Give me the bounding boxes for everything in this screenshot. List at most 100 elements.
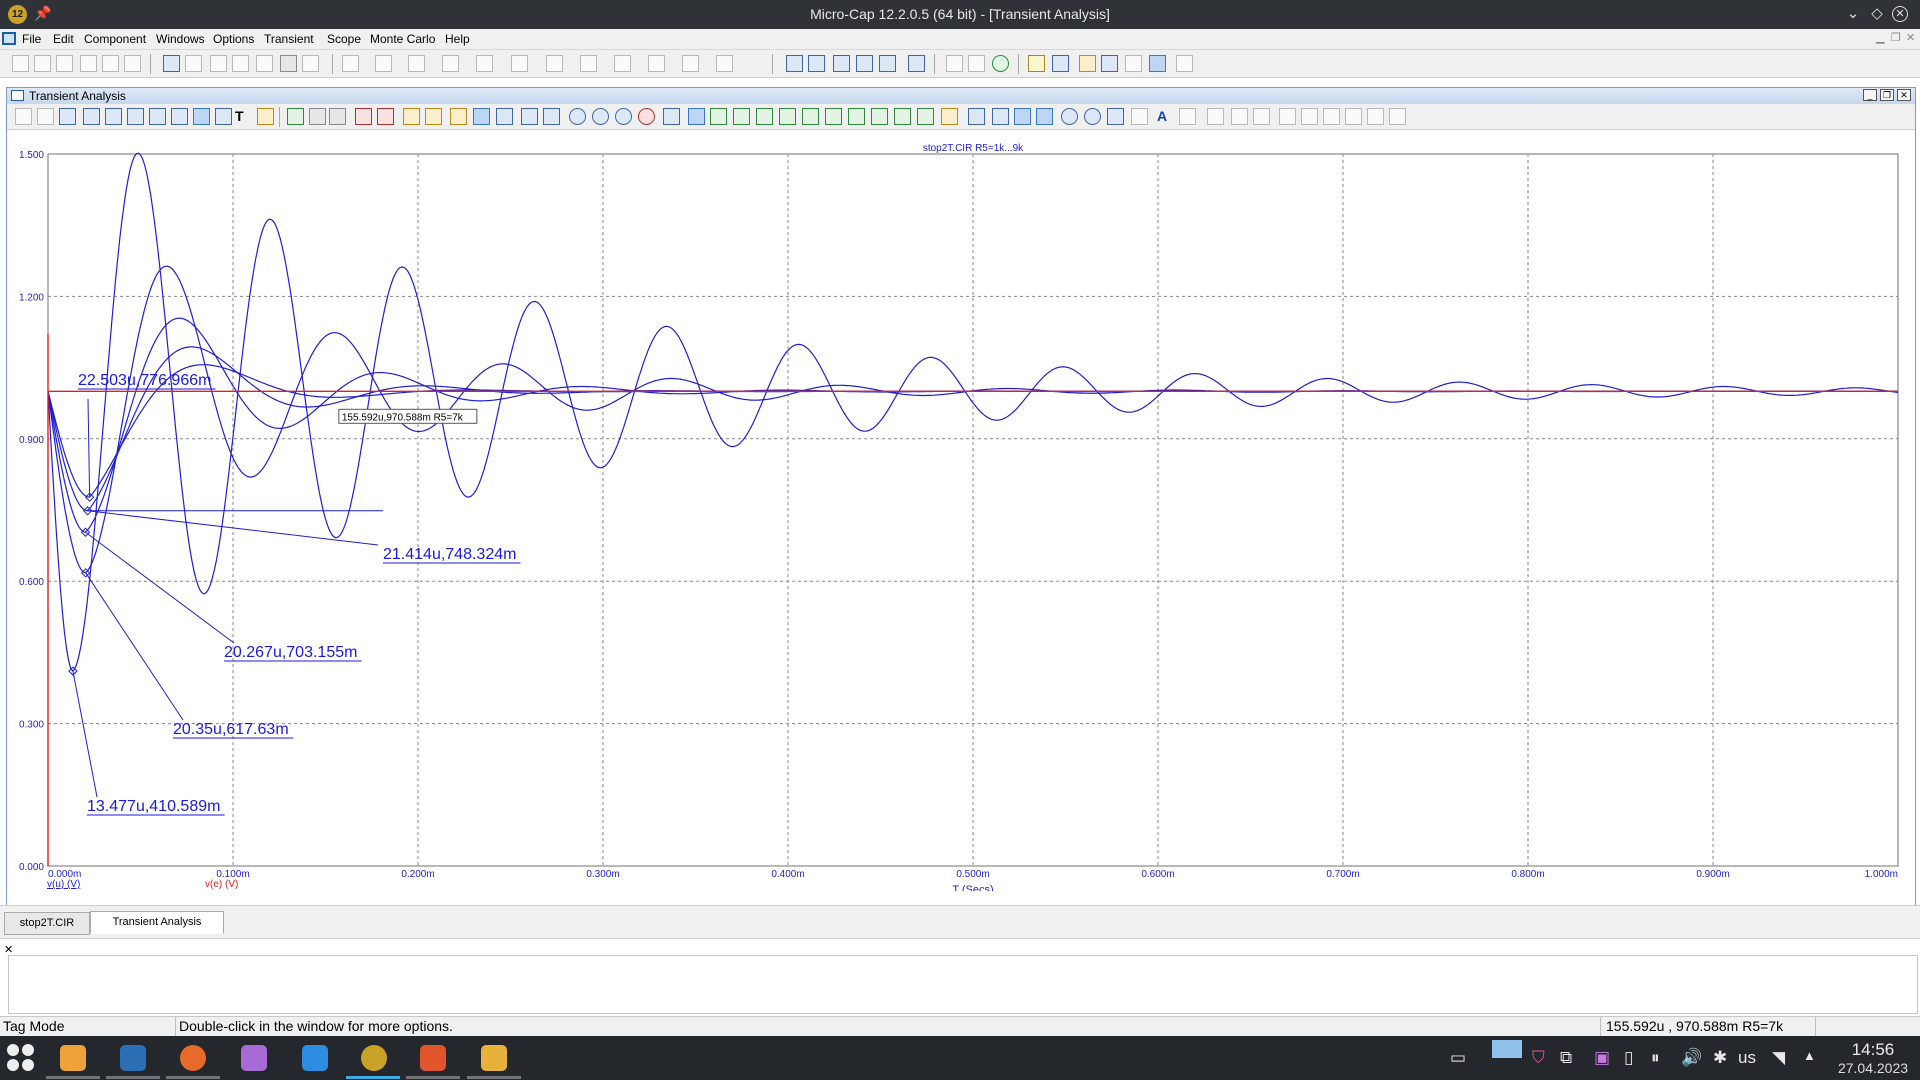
capacitor-component-icon[interactable] (408, 55, 425, 72)
layers-app-icon[interactable] (481, 1045, 507, 1071)
align-bottom-icon[interactable] (1389, 108, 1406, 125)
delete-all-tags-icon[interactable] (377, 108, 394, 125)
menu-scope[interactable]: Scope (327, 32, 362, 46)
new-file-icon[interactable] (12, 55, 29, 72)
menu-options[interactable]: Options (213, 32, 255, 46)
undo-icon[interactable] (163, 55, 180, 72)
print-preview-icon[interactable] (102, 55, 119, 72)
close-window-icon[interactable]: ✕ (1892, 6, 1908, 22)
microcap-taskbar-icon[interactable] (361, 1045, 387, 1071)
analysis-limits-icon[interactable] (1028, 55, 1045, 72)
font-dropdown-icon[interactable] (1179, 108, 1196, 125)
legend-icon[interactable] (403, 108, 420, 125)
save-icon[interactable] (56, 55, 73, 72)
tag-mode-icon[interactable] (193, 108, 210, 125)
select-mode-icon[interactable] (15, 108, 32, 125)
delete-tag-icon[interactable] (355, 108, 372, 125)
wifi-icon[interactable]: ◥ (1772, 1048, 1786, 1067)
keyboard-layout[interactable]: us (1738, 1048, 1756, 1067)
save-all-icon[interactable] (80, 55, 97, 72)
cut-icon[interactable] (210, 55, 227, 72)
send-back-icon[interactable] (1253, 108, 1270, 125)
scale-dropdown-icon[interactable] (59, 108, 76, 125)
horizontal-tag-icon[interactable] (105, 108, 122, 125)
fill-icon[interactable] (1207, 108, 1224, 125)
ruler-icon[interactable] (543, 108, 560, 125)
diode-component-icon[interactable] (476, 55, 493, 72)
inflection-icon[interactable] (779, 108, 796, 125)
display-icon[interactable]: ▭ (1450, 1048, 1467, 1067)
zoom-in-icon[interactable] (1061, 108, 1078, 125)
bottom-icon[interactable] (871, 108, 888, 125)
close-output-icon[interactable]: ✕ (4, 944, 14, 956)
menu-transient[interactable]: Transient (264, 32, 314, 46)
global-low-icon[interactable] (825, 108, 842, 125)
tab-transient-analysis[interactable]: Transient Analysis (90, 911, 224, 934)
tray-expand-icon[interactable]: ▲ (1803, 1048, 1816, 1063)
tile-horizontal-icon[interactable] (833, 55, 850, 72)
menu-component[interactable]: Component (84, 32, 147, 46)
draw-mode-icon[interactable] (215, 108, 232, 125)
properties-icon[interactable] (1079, 55, 1096, 72)
child-restore-button[interactable]: ❐ (1880, 89, 1894, 101)
peak-icon[interactable] (688, 108, 705, 125)
output-text-area[interactable] (8, 955, 1918, 1014)
menu-help[interactable]: Help (445, 32, 470, 46)
window-switch-icon[interactable]: ⧉ (1560, 1048, 1573, 1067)
calculator-icon[interactable] (908, 55, 925, 72)
delete-icon[interactable] (280, 55, 297, 72)
mdi-restore-icon[interactable]: ❐ (1891, 32, 1901, 44)
performance-icon[interactable] (1176, 55, 1193, 72)
stepping-icon[interactable] (1101, 55, 1118, 72)
clipboard-icon[interactable]: ▯ (1624, 1048, 1634, 1067)
top-icon[interactable] (848, 108, 865, 125)
file-manager-icon[interactable] (60, 1045, 86, 1071)
copy-icon[interactable] (232, 55, 249, 72)
next-simulation-icon[interactable] (917, 108, 934, 125)
pan-mode-icon[interactable] (37, 108, 54, 125)
component-library-icon[interactable] (946, 55, 963, 72)
minor-grid-icon[interactable] (496, 108, 513, 125)
point-tag-icon[interactable] (83, 108, 100, 125)
child-close-button[interactable]: ✕ (1897, 89, 1911, 101)
document-menu-icon[interactable] (2, 32, 16, 45)
low-icon[interactable] (756, 108, 773, 125)
mdi-minimize-icon[interactable]: ▁ (1876, 32, 1885, 44)
desktop-preview-icon[interactable] (1492, 1040, 1522, 1058)
valley-icon[interactable] (710, 108, 727, 125)
terminal-icon[interactable] (120, 1045, 146, 1071)
clock[interactable]: 14:56 27.04.2023 (1830, 1040, 1916, 1076)
plot-area[interactable]: 0.000m 0.100m 0.200m 0.300m 0.400m 0.500m 0.60… (7, 131, 1915, 891)
auto-scale-icon[interactable] (1036, 108, 1053, 125)
inductor-component-icon[interactable] (442, 55, 459, 72)
align-middle-icon[interactable] (1367, 108, 1384, 125)
opamp-component-icon[interactable] (580, 55, 597, 72)
font-icon[interactable]: A (1157, 108, 1168, 124)
align-left-icon[interactable] (1279, 108, 1296, 125)
zoom-reset-icon[interactable] (638, 108, 655, 125)
print-icon[interactable] (124, 55, 141, 72)
restore-limits-icon[interactable] (1107, 108, 1124, 125)
redo-icon[interactable] (185, 55, 202, 72)
cascade-windows-icon[interactable] (786, 55, 803, 72)
globe-icon[interactable] (992, 55, 1009, 72)
plot-properties-icon[interactable] (450, 108, 467, 125)
menu-windows[interactable]: Windows (156, 32, 205, 46)
analysis-properties-icon[interactable] (257, 108, 274, 125)
tile-vertical-icon[interactable] (808, 55, 825, 72)
bluetooth-icon[interactable]: ✱ (1713, 1048, 1728, 1067)
stop-icon[interactable] (309, 108, 326, 125)
open-file-icon[interactable] (34, 55, 51, 72)
go-to-x-icon[interactable] (941, 108, 958, 125)
battery-component-icon[interactable] (546, 55, 563, 72)
slope-icon[interactable] (894, 108, 911, 125)
menu-file[interactable]: File (22, 32, 42, 46)
bring-front-icon[interactable] (1231, 108, 1248, 125)
global-high-icon[interactable] (802, 108, 819, 125)
transistor-component-icon[interactable] (511, 55, 528, 72)
tile-all-icon[interactable] (856, 55, 873, 72)
zoom-in-region-icon[interactable] (592, 108, 609, 125)
vscode-icon[interactable] (302, 1045, 328, 1071)
tab-stop2t-cir[interactable]: stop2T.CIR (4, 912, 90, 935)
volume-icon[interactable]: 🔊 (1681, 1048, 1703, 1067)
